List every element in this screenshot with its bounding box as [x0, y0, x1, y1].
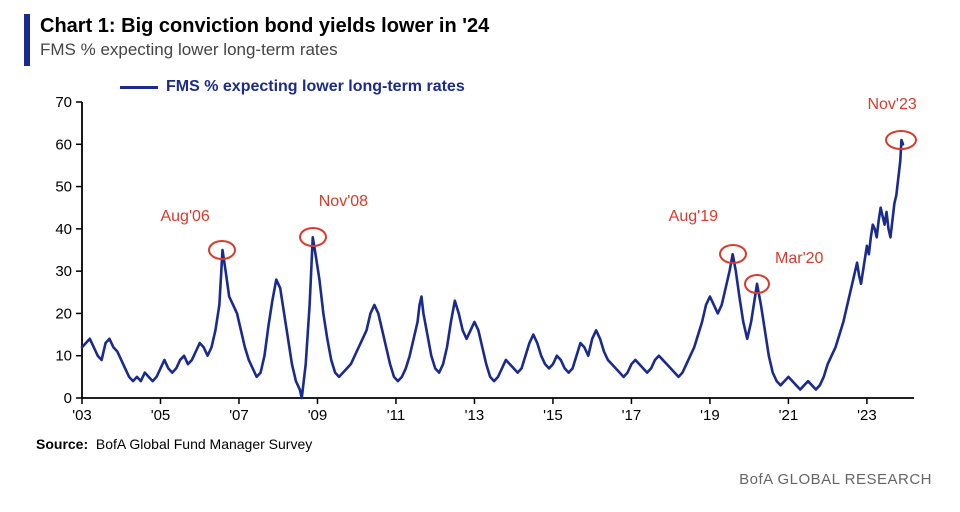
- chart-header: Chart 1: Big conviction bond yields lowe…: [24, 14, 936, 66]
- svg-text:'19: '19: [700, 407, 720, 424]
- chart-plot: FMS % expecting lower long-term rates 0 1…: [30, 72, 930, 432]
- svg-text:'15: '15: [543, 407, 563, 424]
- legend-label: FMS % expecting lower long-term rates: [166, 78, 465, 96]
- svg-text:'05: '05: [151, 407, 171, 424]
- svg-text:30: 30: [55, 263, 72, 280]
- annotation-label: Nov'23: [867, 96, 916, 114]
- source-prefix: Source:: [36, 436, 88, 452]
- svg-text:40: 40: [55, 221, 72, 238]
- source-text: BofA Global Fund Manager Survey: [96, 436, 312, 452]
- annotation-label: Nov'08: [319, 193, 368, 211]
- svg-text:50: 50: [55, 179, 72, 196]
- annotation-label: Aug'06: [160, 208, 209, 226]
- series-line: [82, 140, 903, 398]
- svg-text:60: 60: [55, 136, 72, 153]
- svg-text:'21: '21: [779, 407, 799, 424]
- svg-text:'17: '17: [622, 407, 642, 424]
- svg-text:70: 70: [55, 94, 72, 111]
- chart-title: Chart 1: Big conviction bond yields lowe…: [40, 14, 489, 38]
- brand-footer: BofA GLOBAL RESEARCH: [739, 471, 932, 488]
- svg-text:'09: '09: [308, 407, 328, 424]
- annotation-label: Aug'19: [669, 208, 718, 226]
- annotation-marker: [744, 274, 770, 294]
- svg-text:'03: '03: [72, 407, 92, 424]
- svg-text:'11: '11: [387, 407, 405, 424]
- svg-text:'23: '23: [857, 407, 877, 424]
- svg-text:'07: '07: [229, 407, 249, 424]
- chart-subtitle: FMS % expecting lower long-term rates: [40, 38, 489, 62]
- svg-text:0: 0: [64, 390, 72, 407]
- svg-text:20: 20: [55, 305, 72, 322]
- svg-text:'13: '13: [465, 407, 485, 424]
- accent-bar: [24, 14, 30, 66]
- annotation-label: Mar'20: [775, 250, 823, 268]
- svg-text:10: 10: [55, 348, 72, 365]
- legend-line-icon: [120, 86, 158, 89]
- chart-legend: FMS % expecting lower long-term rates: [120, 78, 465, 96]
- annotation-marker: [299, 227, 327, 247]
- chart-source: Source: BofA Global Fund Manager Survey: [36, 436, 936, 452]
- annotation-marker: [719, 244, 747, 264]
